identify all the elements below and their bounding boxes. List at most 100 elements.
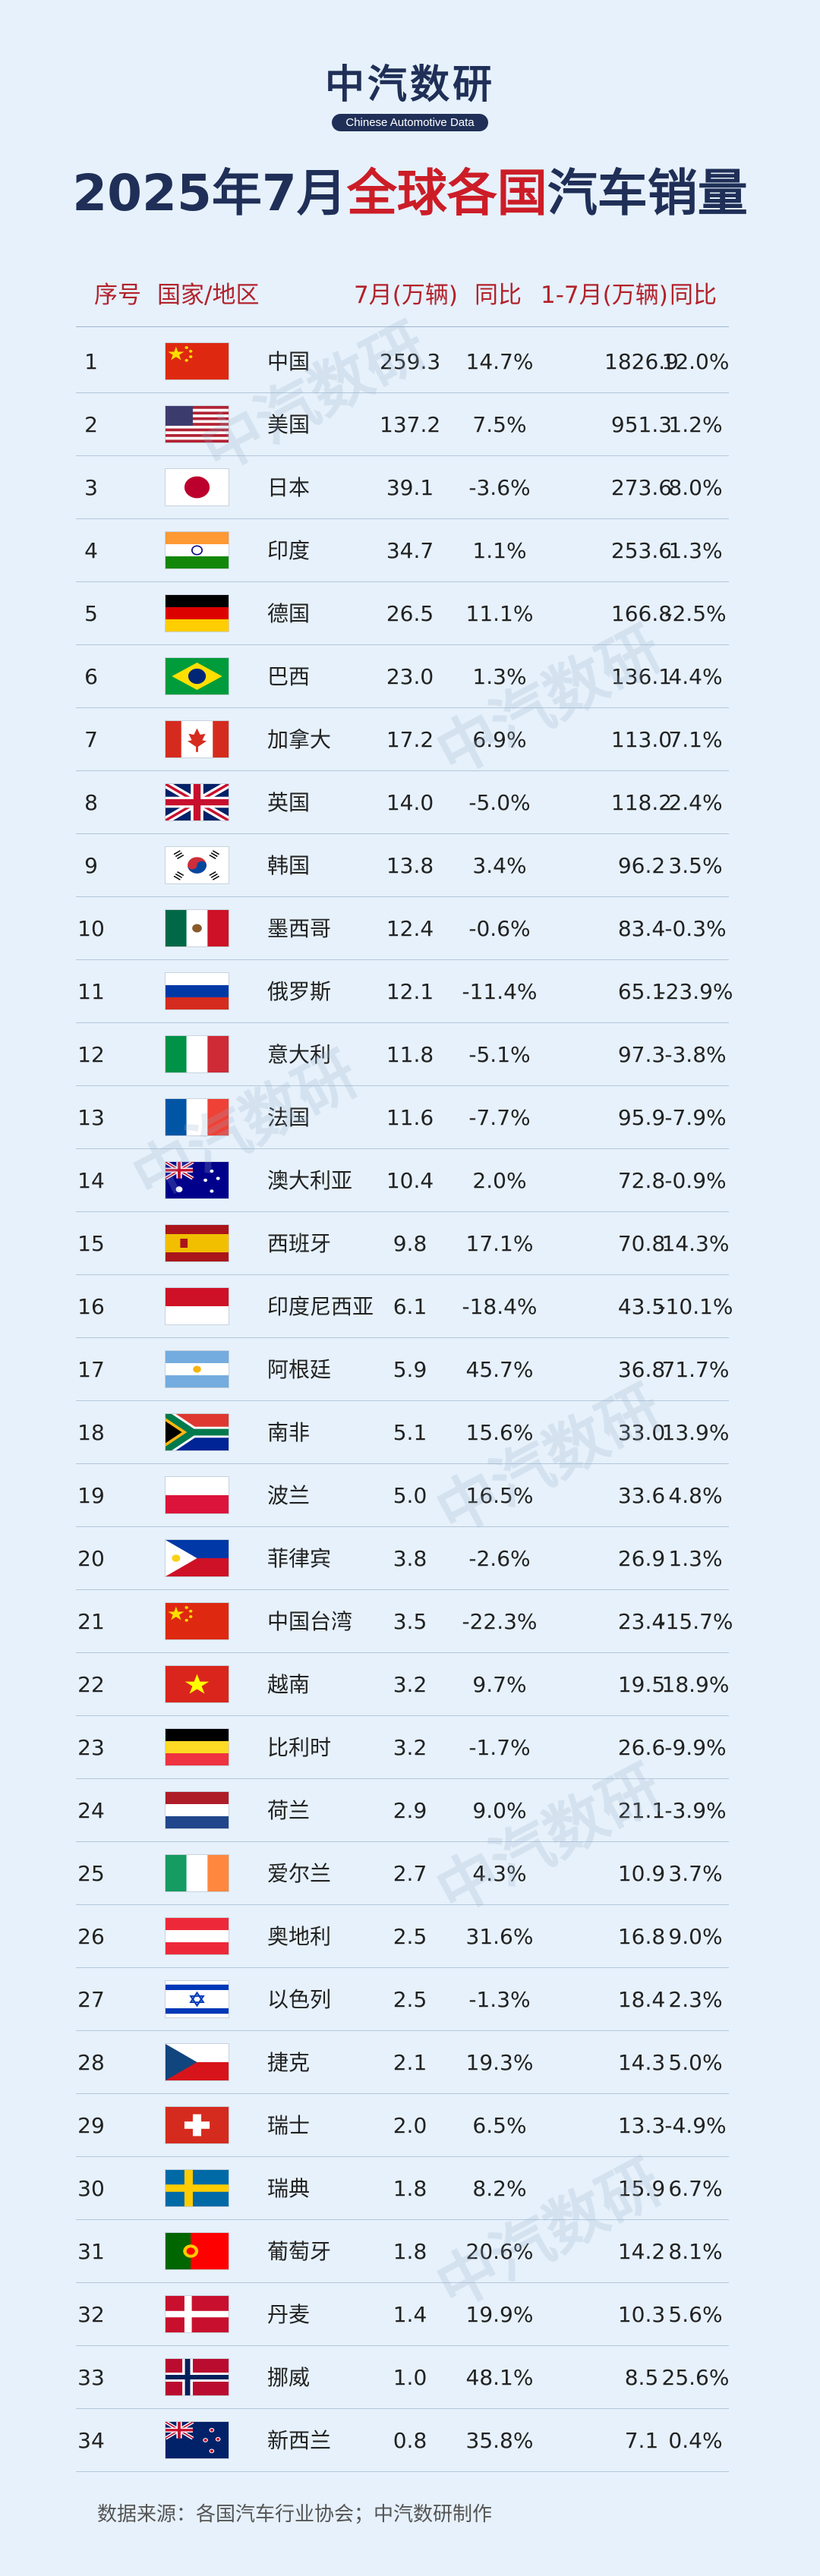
ytd-sales-cell: 96.2	[617, 853, 666, 878]
table-row: 20 菲律宾 3.8 -2.6% 26.9 1.3%	[0, 1527, 820, 1590]
july-yoy-cell: -1.7%	[468, 1735, 531, 1760]
july-yoy-cell: -5.0%	[468, 790, 531, 815]
table-row: 21 中国台湾 3.5 -22.3% 23.4 -15.7%	[0, 1590, 820, 1653]
country-name-cell: 澳大利亚	[267, 1168, 353, 1193]
july-sales-cell: 1.4	[393, 2302, 427, 2327]
ytd-yoy-cell: -0.3%	[664, 916, 727, 941]
july-yoy-cell: 1.1%	[472, 538, 527, 563]
ytd-sales-cell: 10.9	[617, 1861, 666, 1886]
country-name-cell: 捷克	[267, 2050, 311, 2075]
table-row: 31 葡萄牙 1.8 20.6% 14.2 8.1%	[0, 2220, 820, 2283]
rank-cell: 4	[84, 538, 98, 563]
row-divider	[76, 2219, 729, 2220]
rank-cell: 22	[77, 1672, 105, 1697]
uk-flag-icon	[166, 784, 229, 820]
rank-cell: 23	[77, 1735, 105, 1760]
country-name-cell: 瑞士	[267, 2113, 311, 2138]
ytd-yoy-cell: -2.5%	[664, 601, 727, 626]
germany-flag-icon	[166, 595, 229, 631]
ytd-yoy-cell: 25.6%	[661, 2365, 730, 2390]
country-name-cell: 以色列	[267, 1987, 332, 2012]
row-divider	[76, 1274, 729, 1275]
july-yoy-cell: 17.1%	[465, 1231, 534, 1256]
july-sales-cell: 26.5	[386, 601, 434, 626]
row-divider	[76, 1526, 729, 1527]
header-july-sales: 7月(万辆)	[354, 282, 458, 309]
row-divider	[76, 1211, 729, 1212]
row-divider	[76, 1652, 729, 1653]
july-yoy-cell: -7.7%	[468, 1105, 531, 1130]
july-yoy-cell: -22.3%	[462, 1609, 538, 1634]
country-name-cell: 印度尼西亚	[267, 1294, 374, 1319]
ytd-yoy-cell: 12.0%	[661, 349, 730, 374]
row-divider	[76, 833, 729, 834]
rank-cell: 30	[77, 2176, 105, 2201]
july-yoy-cell: -1.3%	[468, 1987, 531, 2012]
july-sales-cell: 3.2	[393, 1672, 427, 1697]
rank-cell: 26	[77, 1924, 105, 1949]
ireland-flag-icon	[166, 1855, 229, 1891]
row-divider	[76, 1841, 729, 1842]
row-divider	[76, 2093, 729, 2094]
ytd-sales-cell: 166.8	[610, 601, 673, 626]
country-name-cell: 法国	[267, 1105, 311, 1130]
july-yoy-cell: 9.7%	[472, 1672, 527, 1697]
rank-cell: 27	[77, 1987, 105, 2012]
ytd-sales-cell: 951.3	[610, 412, 673, 437]
ytd-sales-cell: 83.4	[617, 916, 666, 941]
july-yoy-cell: 14.7%	[465, 349, 534, 374]
row-divider	[76, 1400, 729, 1401]
table-row: 8 英国 14.0 -5.0% 118.2 2.4%	[0, 771, 820, 834]
spain-flag-icon	[166, 1225, 229, 1261]
new-zealand-flag-icon	[166, 2422, 229, 2458]
rank-cell: 13	[77, 1105, 105, 1130]
ytd-yoy-cell: 18.9%	[661, 1672, 730, 1697]
philippines-flag-icon	[166, 1540, 229, 1576]
header-country: 国家/地区	[157, 282, 260, 309]
rank-cell: 31	[77, 2239, 105, 2264]
july-yoy-cell: 3.4%	[472, 853, 527, 878]
july-sales-cell: 11.6	[386, 1105, 434, 1130]
july-yoy-cell: 35.8%	[465, 2428, 534, 2453]
header-rank: 序号	[94, 282, 141, 309]
rank-cell: 21	[77, 1609, 105, 1634]
country-name-cell: 瑞典	[267, 2176, 311, 2201]
row-divider	[76, 1085, 729, 1086]
july-yoy-cell: 6.9%	[472, 727, 527, 752]
portugal-flag-icon	[166, 2233, 229, 2269]
sweden-flag-icon	[166, 2170, 229, 2206]
czech-flag-icon	[166, 2044, 229, 2080]
ytd-yoy-cell: 2.3%	[668, 1987, 723, 2012]
july-sales-cell: 3.5	[393, 1609, 427, 1634]
south-africa-flag-icon	[166, 1414, 229, 1450]
july-sales-cell: 14.0	[386, 790, 434, 815]
july-sales-cell: 3.8	[393, 1546, 427, 1571]
country-name-cell: 阿根廷	[267, 1357, 332, 1382]
table-row: 19 波兰 5.0 16.5% 33.6 4.8%	[0, 1464, 820, 1527]
row-divider	[76, 1148, 729, 1149]
table-row: 5 德国 26.5 11.1% 166.8 -2.5%	[0, 582, 820, 645]
country-name-cell: 墨西哥	[267, 916, 332, 941]
row-divider	[76, 1904, 729, 1905]
ytd-sales-cell: 43.5	[617, 1294, 666, 1319]
july-yoy-cell: 19.3%	[465, 2050, 534, 2075]
rank-cell: 2	[84, 412, 98, 437]
table-row: 3 日本 39.1 -3.6% 273.6 8.0%	[0, 456, 820, 519]
table-row: 17 阿根廷 5.9 45.7% 36.8 71.7%	[0, 1338, 820, 1401]
rank-cell: 29	[77, 2113, 105, 2138]
july-sales-cell: 5.1	[393, 1420, 427, 1445]
country-name-cell: 新西兰	[267, 2428, 332, 2453]
july-yoy-cell: 20.6%	[465, 2239, 534, 2264]
ytd-sales-cell: 23.4	[617, 1609, 666, 1634]
july-sales-cell: 12.1	[386, 979, 434, 1004]
july-sales-cell: 23.0	[386, 664, 434, 689]
july-sales-cell: 10.4	[386, 1168, 434, 1193]
july-sales-cell: 2.1	[393, 2050, 427, 2075]
july-yoy-cell: 16.5%	[465, 1483, 534, 1508]
ytd-yoy-cell: 9.0%	[668, 1924, 723, 1949]
row-divider	[76, 581, 729, 582]
ytd-sales-cell: 15.9	[617, 2176, 666, 2201]
row-divider	[76, 2408, 729, 2409]
country-name-cell: 荷兰	[267, 1798, 311, 1823]
ytd-yoy-cell: -3.8%	[664, 1042, 727, 1067]
